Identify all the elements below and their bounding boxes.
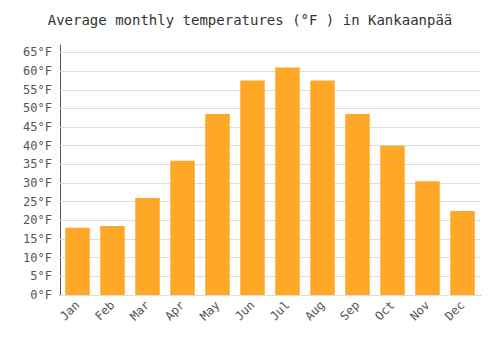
svg-text:0°F: 0°F bbox=[30, 288, 52, 302]
svg-text:40°F: 40°F bbox=[23, 139, 52, 153]
svg-text:Mar: Mar bbox=[127, 298, 152, 323]
svg-text:30°F: 30°F bbox=[23, 176, 52, 190]
svg-text:Jan: Jan bbox=[57, 298, 82, 323]
svg-text:50°F: 50°F bbox=[23, 101, 52, 115]
svg-text:Nov: Nov bbox=[407, 298, 432, 323]
svg-text:Apr: Apr bbox=[162, 298, 187, 323]
svg-text:Jun: Jun bbox=[232, 298, 257, 323]
svg-text:20°F: 20°F bbox=[23, 213, 52, 227]
svg-text:Feb: Feb bbox=[92, 298, 117, 323]
svg-text:Aug: Aug bbox=[302, 298, 327, 323]
svg-text:Jul: Jul bbox=[267, 298, 292, 323]
svg-text:60°F: 60°F bbox=[23, 64, 52, 78]
svg-text:45°F: 45°F bbox=[23, 120, 52, 134]
svg-text:65°F: 65°F bbox=[23, 45, 52, 59]
svg-text:35°F: 35°F bbox=[23, 157, 52, 171]
svg-text:May: May bbox=[197, 298, 222, 323]
svg-text:Oct: Oct bbox=[372, 298, 397, 323]
svg-text:15°F: 15°F bbox=[23, 232, 52, 246]
svg-text:5°F: 5°F bbox=[30, 269, 52, 283]
svg-text:Sep: Sep bbox=[337, 298, 362, 323]
svg-text:55°F: 55°F bbox=[23, 83, 52, 97]
svg-text:10°F: 10°F bbox=[23, 251, 52, 265]
svg-text:Average monthly temperatures (: Average monthly temperatures (°F ) in Ka… bbox=[48, 12, 453, 28]
svg-text:Dec: Dec bbox=[442, 298, 467, 323]
svg-text:25°F: 25°F bbox=[23, 195, 52, 209]
